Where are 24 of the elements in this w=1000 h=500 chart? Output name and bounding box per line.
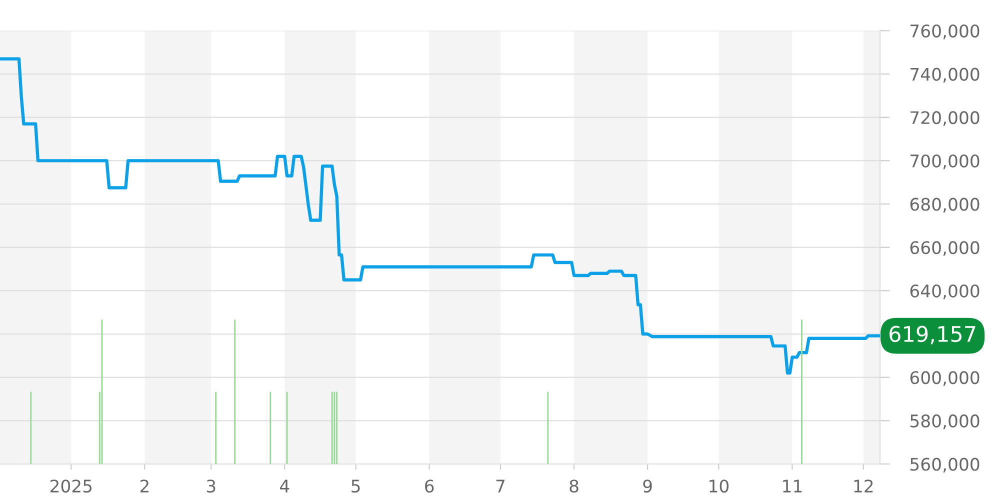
line-series: [0, 57, 880, 375]
y-tick-label: 560,000: [910, 458, 980, 473]
y-tick-label: 700,000: [910, 154, 980, 170]
y-tick-label: 640,000: [910, 284, 980, 300]
x-tick-label: 4: [280, 480, 290, 492]
x-tick-label: 11: [783, 480, 802, 492]
x-tick-label: 6: [425, 480, 434, 493]
y-tick-label: 660,000: [910, 241, 980, 256]
x-tick-label: 12: [854, 480, 873, 492]
y-tick-label: 600,000: [910, 371, 980, 386]
x-tick-label: 7: [496, 480, 504, 492]
y-tick-label: 680,000: [910, 198, 980, 213]
x-tick-label: 5: [352, 480, 360, 493]
x-tick-label: 10: [710, 480, 729, 493]
y-tick-label: 740,000: [910, 68, 980, 83]
y-tick-label: 580,000: [910, 414, 980, 430]
x-tick-label: 9: [643, 480, 652, 493]
y-tick-label: 760,000: [910, 24, 980, 40]
x-tick-label: 8: [570, 480, 578, 493]
x-tick-label: 3: [206, 480, 216, 493]
x-tick-label: 2: [140, 480, 148, 492]
x-tick-label: 2025: [50, 480, 92, 493]
data-label: 619,157: [890, 326, 976, 344]
y-tick-label: 720,000: [910, 111, 980, 126]
